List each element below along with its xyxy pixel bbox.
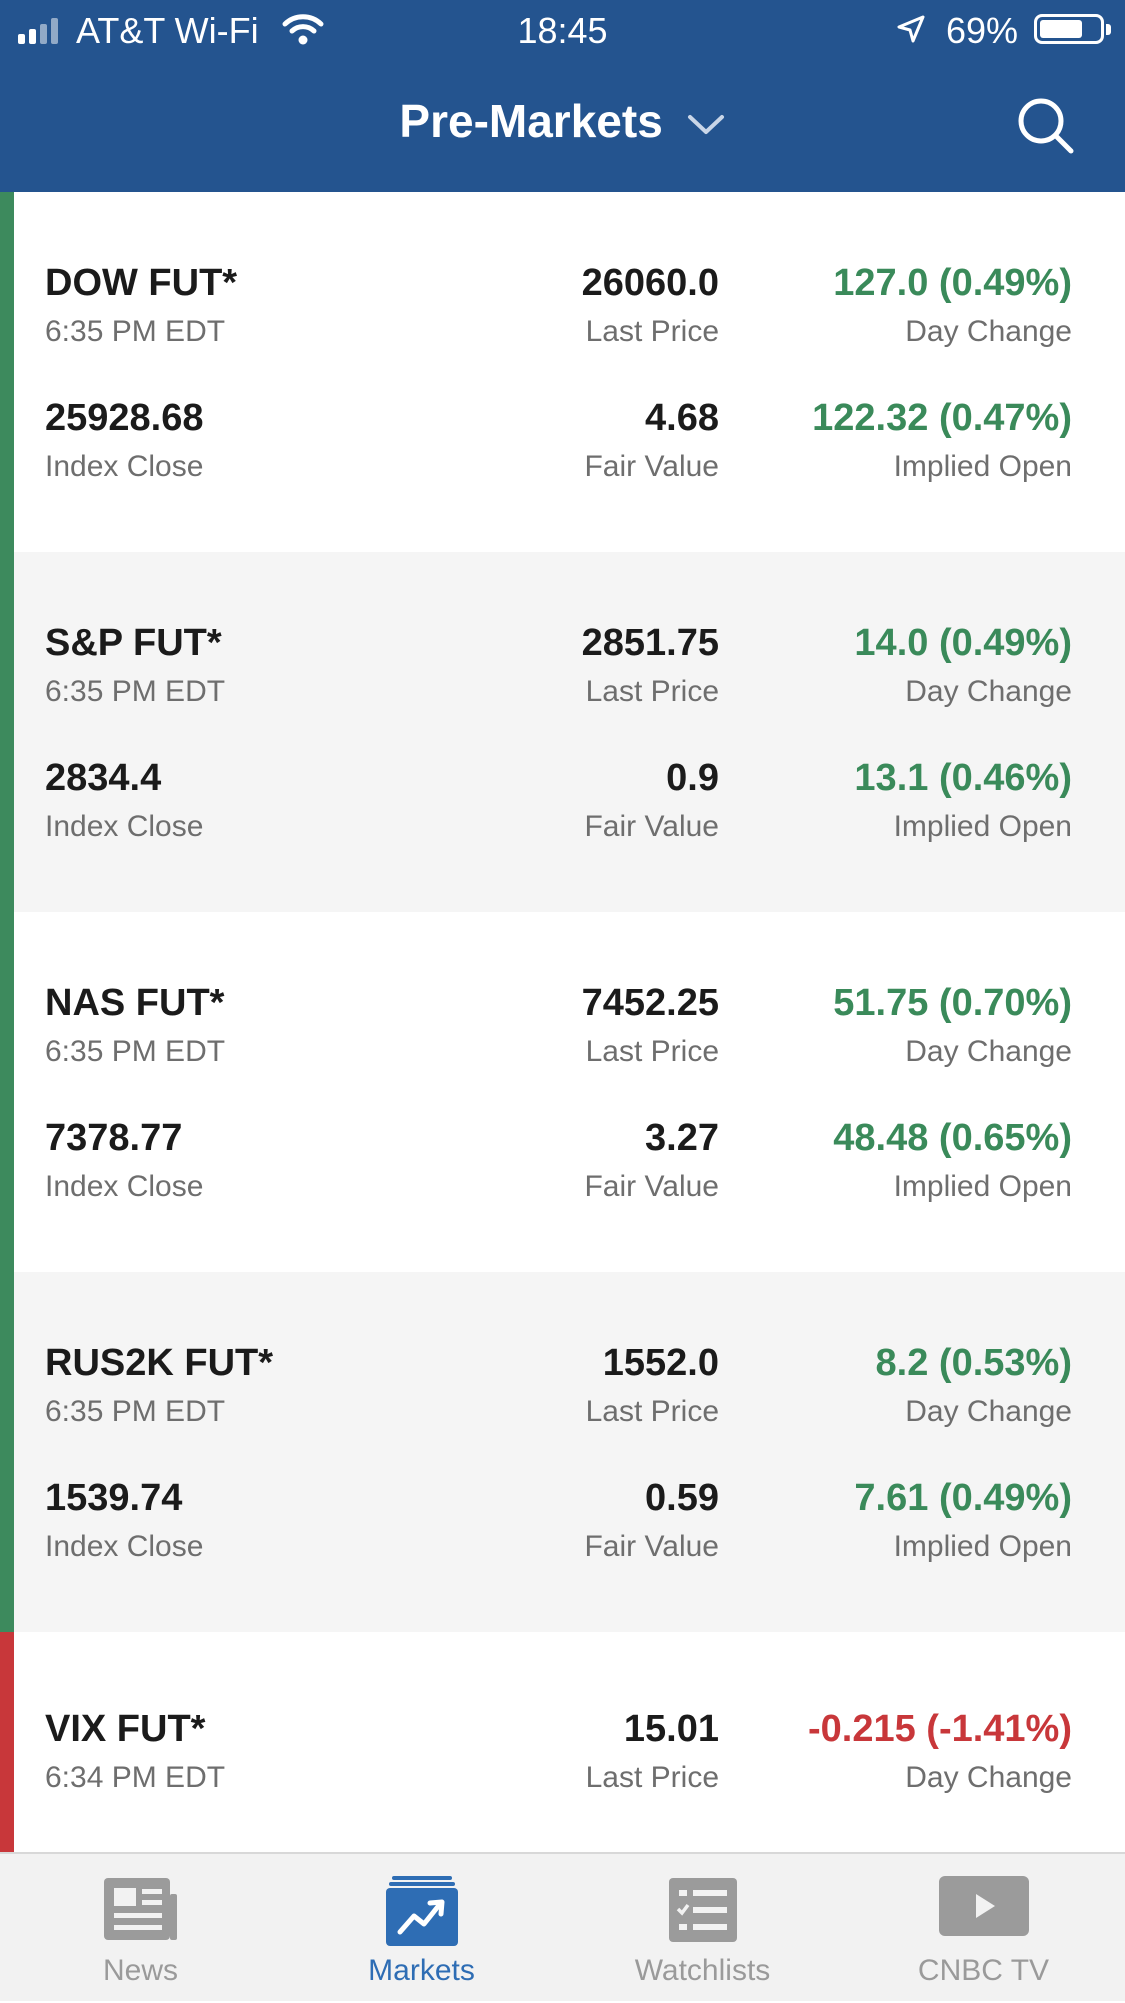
tab-watchlists[interactable]: Watchlists (562, 1854, 843, 2003)
fair-value-value: 0.9 (666, 757, 719, 799)
update-time: 6:35 PM EDT (45, 675, 226, 708)
day-change-label: Day Change (905, 1761, 1072, 1794)
market-selector[interactable]: Pre-Markets (0, 94, 1125, 148)
day-change-label: Day Change (905, 675, 1072, 708)
last-price-label: Last Price (585, 1761, 719, 1794)
last-price-value: 7452.25 (581, 982, 719, 1024)
battery-icon (1034, 14, 1111, 44)
tab-label: Watchlists (634, 1954, 771, 1987)
newspaper-icon (103, 1878, 177, 1940)
implied-open-value: 48.48 (0.65%) (833, 1117, 1072, 1159)
day-change-label: Day Change (905, 315, 1072, 348)
index-close-label: Index Close (45, 810, 204, 843)
day-change-value: 127.0 (0.49%) (833, 262, 1072, 304)
trend-indicator (0, 552, 14, 912)
fair-value-value: 0.59 (645, 1477, 719, 1519)
fair-value-value: 4.68 (645, 397, 719, 439)
index-close-label: Index Close (45, 1530, 204, 1563)
futures-row-nas[interactable]: NAS FUT* 6:35 PM EDT 7452.25 Last Price … (0, 912, 1125, 1272)
instrument-name: S&P FUT* (45, 622, 222, 664)
last-price-label: Last Price (585, 675, 719, 708)
futures-row-dow[interactable]: DOW FUT* 6:35 PM EDT 26060.0 Last Price … (0, 192, 1125, 552)
futures-row-rus2k[interactable]: RUS2K FUT* 6:35 PM EDT 1552.0 Last Price… (0, 1272, 1125, 1632)
index-close-value: 25928.68 (45, 397, 204, 439)
implied-open-value: 13.1 (0.46%) (854, 757, 1072, 799)
last-price-label: Last Price (585, 1035, 719, 1068)
fair-value-label: Fair Value (584, 1170, 719, 1203)
cellular-signal-icon (18, 18, 58, 44)
carrier-name: AT&T Wi-Fi (76, 10, 259, 51)
index-close-value: 2834.4 (45, 757, 162, 799)
last-price-value: 1552.0 (602, 1342, 719, 1384)
day-change-value: 51.75 (0.70%) (833, 982, 1072, 1024)
implied-open-label: Implied Open (893, 450, 1072, 483)
update-time: 6:35 PM EDT (45, 1395, 226, 1428)
tab-bar: News Markets Watchlists CNBC TV (0, 1852, 1125, 2001)
chevron-down-icon (687, 114, 724, 134)
index-close-value: 7378.77 (45, 1117, 183, 1159)
trend-indicator (0, 192, 14, 552)
implied-open-label: Implied Open (893, 1530, 1072, 1563)
implied-open-label: Implied Open (893, 810, 1072, 843)
index-close-label: Index Close (45, 1170, 204, 1203)
instrument-name: NAS FUT* (45, 982, 225, 1024)
instrument-name: VIX FUT* (45, 1708, 206, 1750)
status-bar: AT&T Wi-Fi 18:45 69% (0, 0, 1125, 60)
day-change-label: Day Change (905, 1035, 1072, 1068)
day-change-value: -0.215 (-1.41%) (807, 1708, 1072, 1750)
chart-icon (385, 1876, 458, 1946)
update-time: 6:34 PM EDT (45, 1761, 226, 1794)
fair-value-label: Fair Value (584, 450, 719, 483)
index-close-label: Index Close (45, 450, 204, 483)
last-price-label: Last Price (585, 1395, 719, 1428)
page-title: Pre-Markets (399, 95, 663, 147)
implied-open-value: 122.32 (0.47%) (812, 397, 1072, 439)
implied-open-value: 7.61 (0.49%) (854, 1477, 1072, 1519)
search-icon[interactable] (1016, 96, 1076, 156)
last-price-value: 15.01 (623, 1708, 719, 1750)
play-icon (938, 1876, 1029, 1936)
last-price-value: 26060.0 (581, 262, 719, 304)
update-time: 6:35 PM EDT (45, 315, 226, 348)
app-header: AT&T Wi-Fi 18:45 69% Pre-Markets (0, 0, 1125, 192)
trend-indicator (0, 912, 14, 1272)
instrument-name: RUS2K FUT* (45, 1342, 274, 1384)
fair-value-label: Fair Value (584, 1530, 719, 1563)
implied-open-label: Implied Open (893, 1170, 1072, 1203)
tab-news[interactable]: News (0, 1854, 281, 2003)
day-change-label: Day Change (905, 1395, 1072, 1428)
trend-indicator (0, 1632, 14, 1852)
tab-cnbc-tv[interactable]: CNBC TV (843, 1854, 1124, 2003)
instrument-name: DOW FUT* (45, 262, 238, 304)
trend-indicator (0, 1272, 14, 1632)
futures-row-vix[interactable]: VIX FUT* 6:34 PM EDT 15.01 Last Price -0… (0, 1632, 1125, 1852)
update-time: 6:35 PM EDT (45, 1035, 226, 1068)
location-arrow-icon (897, 15, 925, 43)
wifi-icon (282, 14, 324, 45)
tab-label: CNBC TV (917, 1954, 1050, 1987)
status-time: 18:45 (517, 10, 608, 51)
index-close-value: 1539.74 (45, 1477, 183, 1519)
tab-label: News (102, 1954, 178, 1987)
last-price-label: Last Price (585, 315, 719, 348)
fair-value-value: 3.27 (645, 1117, 719, 1159)
battery-percentage: 69% (946, 10, 1019, 51)
day-change-value: 14.0 (0.49%) (854, 622, 1072, 664)
futures-row-sp[interactable]: S&P FUT* 6:35 PM EDT 2851.75 Last Price … (0, 552, 1125, 912)
fair-value-label: Fair Value (584, 810, 719, 843)
day-change-value: 8.2 (0.53%) (875, 1342, 1072, 1384)
tab-markets[interactable]: Markets (281, 1854, 562, 2003)
last-price-value: 2851.75 (581, 622, 719, 664)
checklist-icon (668, 1878, 737, 1942)
tab-label: Markets (368, 1954, 475, 1987)
